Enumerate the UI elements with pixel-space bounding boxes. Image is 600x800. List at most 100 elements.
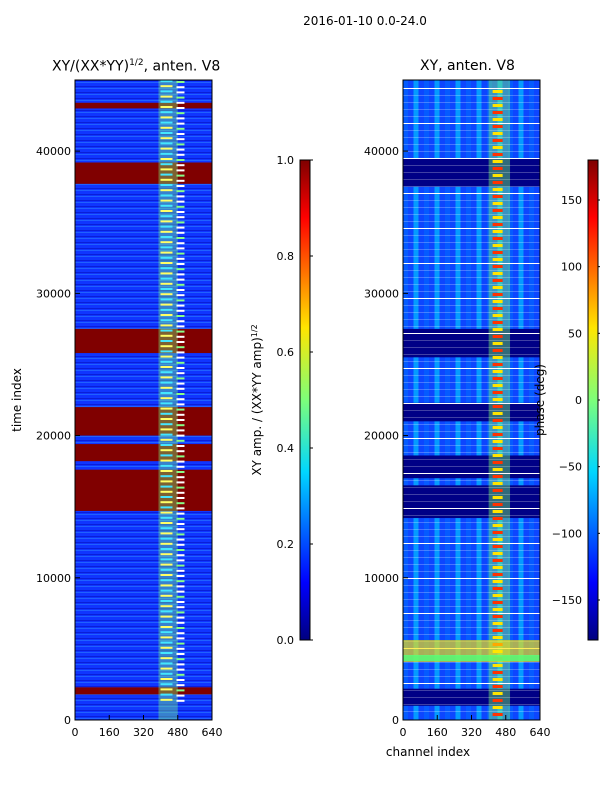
- y-tick-label: 0: [64, 714, 71, 727]
- right-horizontal-stripe: [403, 613, 540, 614]
- right-orange-patch: [492, 489, 503, 492]
- left-rfi-stripe: [176, 86, 185, 89]
- left-rfi-stripe: [176, 356, 185, 359]
- left-rfi-stripe: [176, 429, 185, 432]
- left-rfi-stripe: [160, 366, 173, 368]
- right-orange-patch: [492, 244, 503, 247]
- left-rfi-stripe: [160, 126, 173, 129]
- left-rfi-stripe: [176, 283, 185, 286]
- left-rfi-stripe: [176, 242, 185, 245]
- right-channel-stripe: [476, 80, 482, 720]
- left-rfi-stripe: [176, 382, 185, 385]
- right-dark-band: [403, 455, 540, 479]
- right-dark-band: [403, 485, 540, 519]
- left-rfi-stripe: [176, 637, 185, 640]
- left-rfi-stripe: [160, 288, 173, 290]
- left-rfi-stripe: [160, 496, 173, 498]
- left-colorbar-label: XY amp. / (XX*YY amp)1/2: [250, 324, 264, 475]
- left-rfi-stripe: [176, 455, 185, 458]
- left-rfi-stripe: [160, 407, 173, 410]
- right-horizontal-stripe: [403, 508, 540, 509]
- right-horizontal-stripe: [403, 634, 540, 635]
- right-orange-patch: [492, 265, 503, 268]
- right-horizontal-stripe: [403, 109, 540, 110]
- right-colorbar-ticks: −150 −100 −50 0 50 100 150: [552, 194, 600, 607]
- left-rfi-stripe: [176, 205, 185, 208]
- left-rfi-stripe: [176, 517, 185, 520]
- left-rfi-stripe: [176, 653, 185, 655]
- left-rfi-stripe: [176, 169, 185, 172]
- left-rfi-stripe: [176, 278, 185, 281]
- left-rfi-stripe: [176, 91, 185, 94]
- left-rfi-stripe: [160, 485, 173, 488]
- left-rfi-stripe: [160, 210, 173, 212]
- right-orange-patch: [492, 699, 503, 702]
- left-rfi-stripe: [176, 502, 185, 505]
- left-saturated-band: [75, 687, 212, 695]
- right-orange-patch: [492, 594, 503, 597]
- right-orange-patch: [492, 692, 503, 695]
- left-heatmap-bg: [75, 80, 212, 720]
- right-horizontal-stripe: [403, 382, 540, 383]
- right-horizontal-stripe: [403, 676, 540, 677]
- right-dark-band: [403, 402, 540, 422]
- left-rfi-stripe: [176, 367, 185, 369]
- right-orange-patch: [492, 426, 503, 429]
- left-rfi-stripe: [160, 340, 173, 342]
- right-horizontal-stripe: [403, 466, 540, 467]
- left-rfi-stripe: [160, 298, 173, 301]
- left-rfi-stripe: [160, 106, 173, 108]
- right-orange-patch: [492, 104, 503, 107]
- right-orange-patch: [492, 174, 503, 177]
- left-rfi-stripe: [160, 574, 173, 576]
- right-horizontal-stripe: [403, 200, 540, 201]
- left-rfi-stripe: [176, 221, 185, 224]
- left-rfi-stripe: [160, 579, 173, 582]
- left-rfi-stripe: [160, 189, 173, 192]
- right-horizontal-stripe: [403, 592, 540, 593]
- left-rfi-stripe: [160, 303, 173, 306]
- left-rfi-stripe: [160, 293, 173, 296]
- right-orange-patch: [492, 636, 503, 639]
- left-rfi-stripe: [160, 459, 173, 462]
- right-orange-patch: [492, 552, 503, 555]
- left-bright-channel-band: [158, 80, 178, 720]
- right-orange-patch: [492, 391, 503, 394]
- left-rfi-stripe: [160, 600, 173, 602]
- right-horizontal-stripe: [403, 123, 540, 124]
- left-rfi-stripe: [160, 163, 173, 166]
- left-rfi-stripe: [176, 252, 185, 255]
- right-orange-patch: [492, 356, 503, 359]
- right-orange-patch: [492, 440, 503, 443]
- right-orange-patch: [492, 615, 503, 618]
- right-orange-patch: [492, 230, 503, 233]
- left-rfi-stripe: [176, 164, 185, 167]
- right-orange-patch: [492, 293, 503, 296]
- right-horizontal-stripe: [403, 578, 540, 579]
- right-orange-patch: [492, 524, 503, 527]
- right-horizontal-stripe: [403, 172, 540, 173]
- left-rfi-stripe: [176, 393, 185, 395]
- right-horizontal-stripe: [403, 571, 540, 572]
- left-rfi-stripe: [160, 360, 173, 363]
- right-horizontal-stripe: [403, 445, 540, 446]
- left-colorbar-ticks: 0.0 0.2 0.4 0.6 0.8 1.0: [277, 154, 313, 647]
- right-orange-patch: [492, 188, 503, 191]
- left-rfi-stripe: [176, 606, 185, 609]
- right-orange-patch: [492, 167, 503, 170]
- left-rfi-stripe: [176, 523, 185, 525]
- left-panel-title: XY/(XX*YY)1/2, anten. V8: [52, 58, 220, 75]
- left-heatmap: 0 10000 20000 30000 40000 0 160 320 480 640: [36, 79, 223, 739]
- right-horizontal-stripe: [403, 354, 540, 355]
- left-rfi-stripe: [160, 220, 173, 223]
- right-orange-patch: [492, 97, 503, 100]
- left-rfi-stripe: [160, 178, 173, 181]
- right-horizontal-stripe: [403, 319, 540, 320]
- right-orange-patch: [492, 405, 503, 408]
- left-rfi-stripe: [160, 121, 173, 124]
- right-horizontal-stripe: [403, 249, 540, 250]
- left-rfi-stripe: [160, 230, 173, 233]
- right-horizontal-stripe: [403, 529, 540, 530]
- left-rfi-stripe: [176, 559, 185, 562]
- right-horizontal-stripe: [403, 557, 540, 558]
